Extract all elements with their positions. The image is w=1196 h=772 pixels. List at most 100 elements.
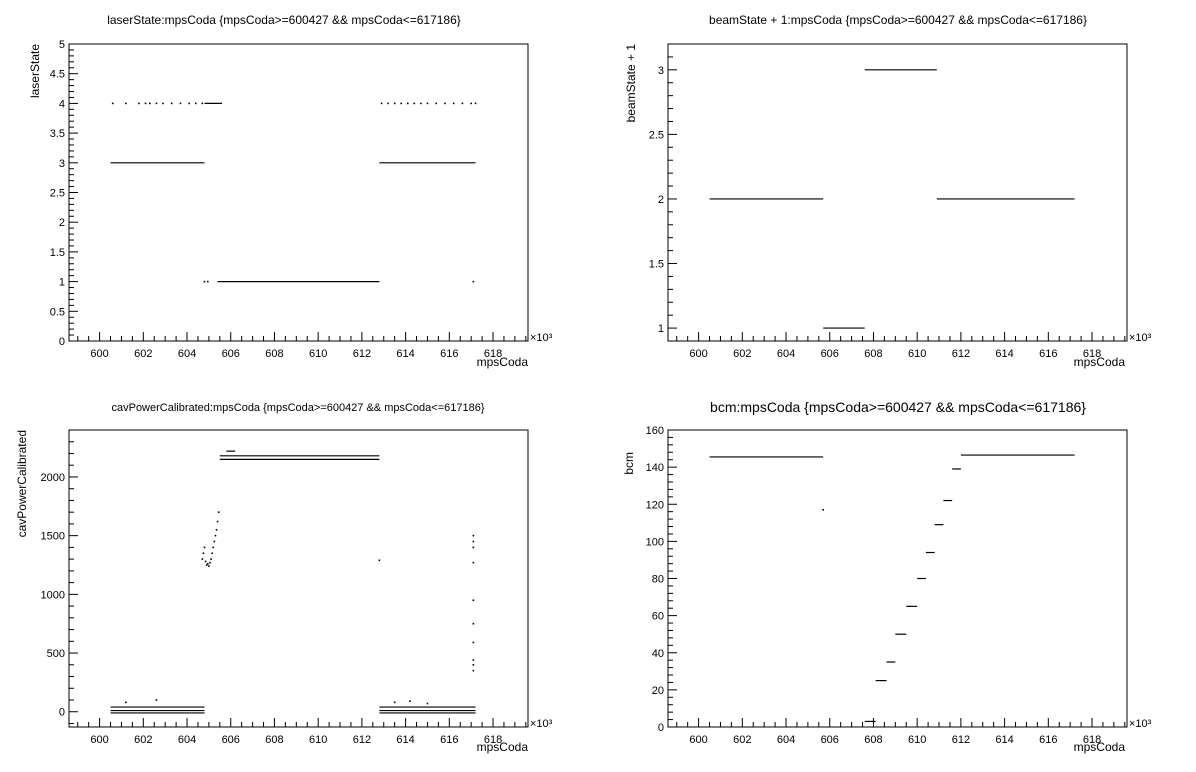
x-axis-label: mpsCoda [1074, 740, 1126, 754]
data-point [472, 641, 475, 644]
y-tick-label: 0 [59, 707, 65, 719]
y-tick-label: 2 [658, 194, 664, 206]
y-tick-label: 500 [47, 648, 65, 660]
axes: 600 602 604 606 608 610 612 614 616 618 0 0.5 1 1.5 2 2… [50, 39, 527, 360]
y-tick-label: 20 [652, 685, 664, 697]
data-marks [110, 102, 477, 283]
data-marks [709, 69, 1075, 329]
y-tick-label: 120 [646, 499, 664, 511]
x-tick-label: 612 [952, 734, 970, 746]
data-point [205, 564, 208, 566]
data-point [472, 540, 475, 543]
y-tick-label: 4 [59, 98, 65, 110]
data-point [472, 622, 475, 625]
data-point [149, 102, 151, 105]
x-tick-label: 614 [396, 348, 414, 360]
x-tick-label: 610 [908, 734, 926, 746]
y-tick-label: 0.5 [50, 306, 65, 318]
x-tick-label: 600 [90, 348, 108, 360]
data-point [452, 102, 455, 105]
data-point [406, 102, 409, 105]
x-tick-label: 618 [1083, 734, 1101, 746]
data-point [203, 546, 206, 549]
x-tick-label: 610 [908, 348, 926, 360]
x-tick-label: 604 [178, 734, 196, 746]
data-point [201, 102, 204, 105]
data-point [210, 558, 212, 560]
axes: 600 602 604 606 608 610 612 614 616 618 1 1.5 2 2.5 3 [649, 43, 1126, 360]
x-tick-label: 602 [134, 734, 152, 746]
panel-cav-power: cavPowerCalibrated:mpsCoda {mpsCoda>=600… [15, 402, 553, 754]
x-tick-label: 608 [265, 734, 283, 746]
x-tick-label: 610 [309, 734, 327, 746]
data-point [144, 102, 147, 105]
data-point [413, 102, 416, 105]
x-tick-label: 600 [689, 348, 707, 360]
y-tick-label: 2 [59, 217, 65, 229]
y-tick-label: 40 [652, 648, 664, 660]
x-tick-label: 604 [178, 348, 196, 360]
plot-frame [667, 429, 1128, 728]
data-point [472, 599, 475, 602]
chart-title: laserState:mpsCoda {mpsCoda>=600427 && m… [107, 13, 461, 27]
y-axis-label: laserState [28, 44, 42, 98]
x-tick-label: 616 [440, 348, 458, 360]
data-point [217, 511, 220, 513]
y-tick-label: 1000 [41, 589, 65, 601]
chart-title: beamState + 1:mpsCoda {mpsCoda>=600427 &… [709, 13, 1087, 27]
y-axis-label: beamState + 1 [624, 44, 638, 123]
data-point [393, 102, 396, 105]
data-marks [709, 454, 1075, 723]
y-tick-label: 1 [658, 323, 664, 335]
x-tick-label: 606 [222, 348, 240, 360]
y-tick-label: 1500 [41, 531, 65, 543]
x-tick-label: 618 [1083, 348, 1101, 360]
y-tick-label: 2000 [41, 472, 65, 484]
data-point [111, 102, 114, 105]
data-point [211, 552, 213, 555]
x-axis-multiplier: ×10³ [530, 718, 553, 730]
data-point [203, 280, 206, 283]
data-point [472, 663, 475, 666]
y-tick-label: 1.5 [649, 259, 664, 271]
x-tick-label: 600 [90, 734, 108, 746]
x-tick-label: 602 [134, 348, 152, 360]
data-point [208, 565, 210, 567]
y-tick-label: 60 [652, 611, 664, 623]
data-point [188, 102, 191, 105]
x-tick-label: 612 [353, 734, 371, 746]
data-point [216, 520, 219, 523]
data-point [204, 560, 207, 563]
data-point [435, 102, 437, 105]
x-tick-label: 618 [484, 348, 502, 360]
y-tick-label: 4.5 [50, 69, 65, 81]
y-tick-label: 1.5 [50, 247, 65, 259]
data-point [472, 561, 475, 564]
x-tick-label: 604 [777, 734, 795, 746]
data-point [194, 102, 197, 105]
data-point [444, 102, 446, 105]
x-tick-label: 614 [995, 348, 1013, 360]
x-tick-label: 606 [222, 734, 240, 746]
x-tick-label: 614 [396, 734, 414, 746]
x-axis-label: mpsCoda [477, 740, 529, 754]
chart-title: cavPowerCalibrated:mpsCoda {mpsCoda>=600… [111, 402, 484, 414]
data-point [209, 561, 211, 564]
data-point [420, 102, 422, 105]
y-tick-label: 1 [59, 277, 65, 289]
data-point [409, 700, 411, 702]
y-tick-label: 160 [646, 425, 664, 437]
y-tick-label: 0 [658, 722, 664, 734]
data-point [400, 102, 403, 105]
x-tick-label: 606 [821, 734, 839, 746]
y-tick-label: 0 [59, 336, 65, 348]
y-tick-label: 5 [59, 39, 65, 51]
data-point [474, 102, 477, 105]
data-point [125, 102, 127, 105]
plot-frame [667, 43, 1128, 342]
data-point [214, 534, 217, 537]
data-point [472, 669, 475, 672]
data-marks [110, 450, 476, 714]
data-point [472, 534, 475, 537]
data-point [201, 558, 204, 560]
